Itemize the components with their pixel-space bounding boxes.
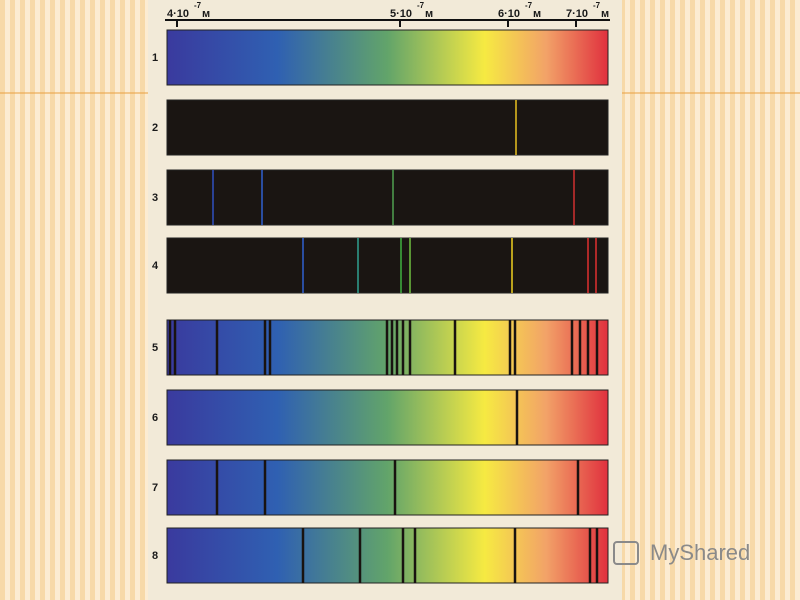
scale-mantissa: 6·10: [498, 8, 520, 20]
spectrum: [166, 169, 609, 226]
row-number: 3: [152, 192, 158, 204]
spectrum: [166, 389, 609, 446]
scale-exponent: -7: [417, 1, 425, 10]
watermark: MyShared: [650, 540, 750, 565]
scale-exponent: -7: [194, 1, 202, 10]
scale-unit: м: [533, 8, 541, 20]
spectrum: [166, 527, 609, 584]
scale-exponent: -7: [593, 1, 601, 10]
scale-unit: м: [202, 8, 210, 20]
scale-mantissa: 4·10: [167, 8, 189, 20]
scale-exponent: -7: [525, 1, 533, 10]
scale-mantissa: 7·10: [566, 8, 588, 20]
row-number: 4: [152, 260, 159, 272]
row-number: 5: [152, 342, 158, 354]
row-number: 1: [152, 52, 158, 64]
row-number: 2: [152, 122, 158, 134]
spectrum: [166, 459, 609, 516]
row-number: 7: [152, 482, 158, 494]
row-number: 8: [152, 550, 158, 562]
row-number: 6: [152, 412, 158, 424]
watermark-icon: [613, 541, 639, 565]
spectrum: [166, 237, 609, 294]
spectrum: [166, 99, 609, 156]
scale-unit: м: [425, 8, 433, 20]
scale-unit: м: [601, 8, 609, 20]
spectrum: [166, 29, 609, 86]
scale-mantissa: 5·10: [390, 8, 412, 20]
